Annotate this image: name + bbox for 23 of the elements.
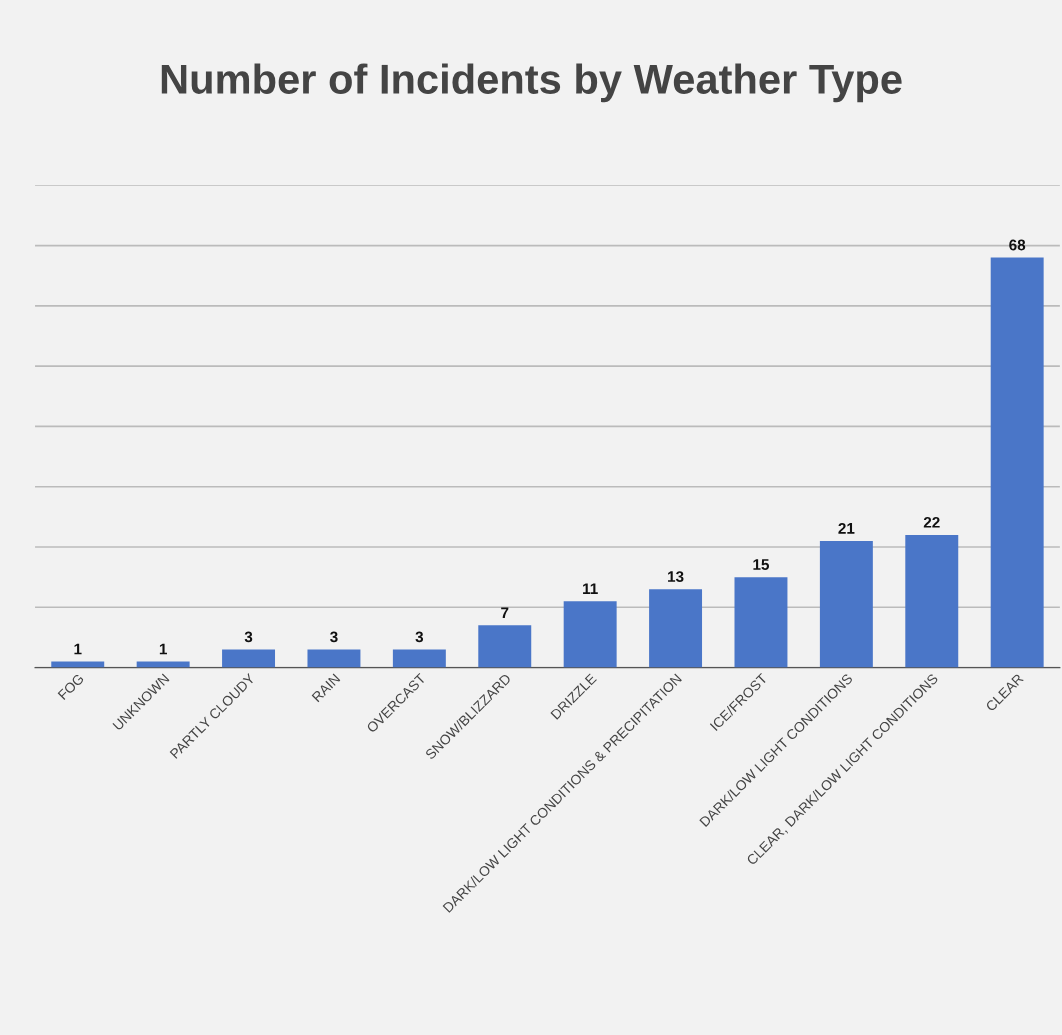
data-label: 7 — [501, 607, 509, 619]
data-label: 3 — [330, 631, 338, 643]
data-label: 1 — [159, 643, 167, 655]
data-label: 22 — [923, 516, 940, 528]
data-label: 11 — [583, 583, 598, 594]
bar — [478, 625, 532, 668]
data-label: 3 — [244, 631, 253, 643]
data-label: 68 — [1009, 239, 1026, 251]
bar — [222, 649, 276, 668]
data-label: 1 — [74, 643, 82, 655]
data-label: 13 — [668, 571, 684, 583]
chart-title: Number of Incidents by Weather Type — [161, 63, 902, 103]
bar — [307, 649, 361, 668]
bar — [819, 540, 873, 668]
data-label: 15 — [753, 559, 770, 570]
bar — [990, 257, 1044, 668]
data-label: 21 — [838, 522, 855, 534]
bar — [392, 649, 446, 668]
bar — [905, 534, 959, 668]
data-label: 3 — [415, 631, 424, 643]
bar — [563, 601, 617, 668]
bar — [649, 589, 703, 668]
bar — [734, 577, 788, 668]
